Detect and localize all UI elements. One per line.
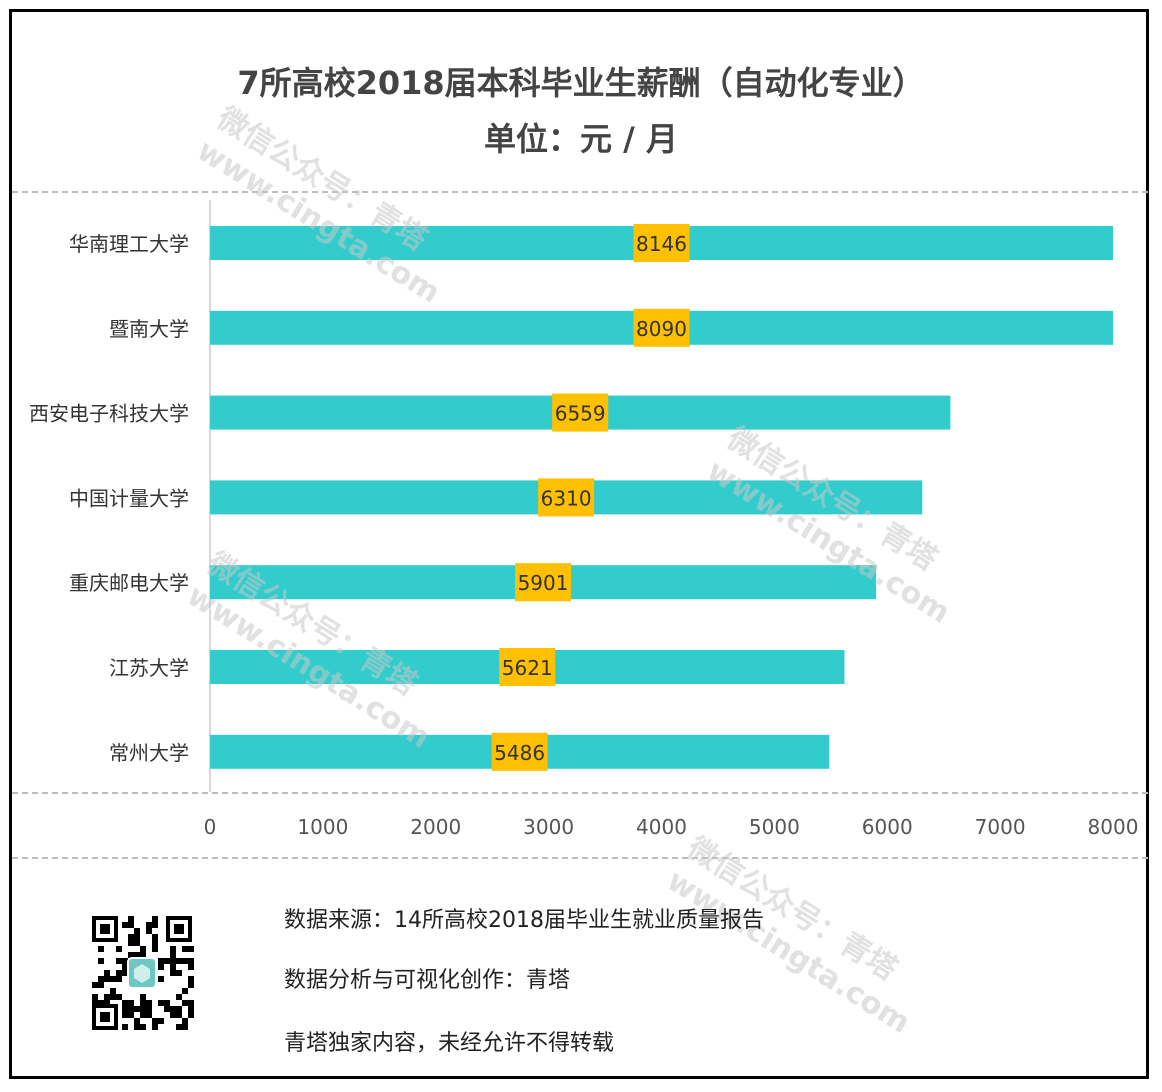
data-label-box bbox=[633, 308, 690, 347]
data-label: 5621 bbox=[502, 656, 553, 680]
top-divider bbox=[12, 191, 1148, 193]
x-tick-label: 4000 bbox=[636, 815, 687, 839]
source-text: 数据来源：14所高校2018届毕业生就业质量报告 bbox=[284, 908, 764, 933]
data-label-box bbox=[515, 563, 572, 602]
x-tick-label: 8000 bbox=[1088, 815, 1139, 839]
data-label-box bbox=[552, 393, 609, 432]
category-label: 重庆邮电大学 bbox=[69, 571, 189, 595]
x-tick-label: 0 bbox=[204, 815, 217, 839]
category-label: 暨南大学 bbox=[109, 317, 189, 341]
data-label: 6559 bbox=[555, 402, 606, 426]
x-tick-label: 1000 bbox=[297, 815, 348, 839]
data-label: 6310 bbox=[541, 486, 592, 510]
x-tick-label: 5000 bbox=[749, 815, 800, 839]
x-tick-label: 3000 bbox=[523, 815, 574, 839]
data-label-box bbox=[538, 478, 595, 517]
category-label: 常州大学 bbox=[109, 741, 189, 765]
data-label-box bbox=[499, 648, 556, 686]
qr-code-icon bbox=[90, 914, 194, 1032]
data-label-box bbox=[633, 224, 690, 262]
data-label: 5901 bbox=[518, 571, 569, 595]
analysis-text: 数据分析与可视化创作：青塔 bbox=[284, 968, 571, 993]
chart-frame bbox=[9, 9, 1149, 1079]
data-label: 8146 bbox=[636, 232, 687, 256]
category-label: 江苏大学 bbox=[109, 656, 189, 680]
data-label: 5486 bbox=[494, 741, 545, 765]
x-tick-label: 6000 bbox=[862, 815, 913, 839]
x-tick-label: 7000 bbox=[975, 815, 1026, 839]
footer-divider bbox=[12, 857, 1148, 859]
bar-chart: 华南理工大学 8146 暨南大学 8090 西安电子科技大学 6559 中国计量大学 6310… bbox=[29, 200, 1139, 839]
data-label-box bbox=[491, 732, 548, 771]
axis-divider bbox=[12, 792, 1148, 794]
chart-title: 7所高校2018届本科毕业生薪酬（自动化专业） bbox=[237, 64, 925, 102]
data-label: 8090 bbox=[636, 317, 687, 341]
x-tick-label: 2000 bbox=[410, 815, 461, 839]
category-label: 西安电子科技大学 bbox=[29, 402, 189, 426]
chart-subtitle: 单位：元 / 月 bbox=[484, 120, 678, 158]
copyright-text: 青塔独家内容，未经允许不得转载 bbox=[284, 1031, 615, 1056]
category-label: 中国计量大学 bbox=[69, 486, 189, 510]
category-label: 华南理工大学 bbox=[69, 232, 189, 256]
